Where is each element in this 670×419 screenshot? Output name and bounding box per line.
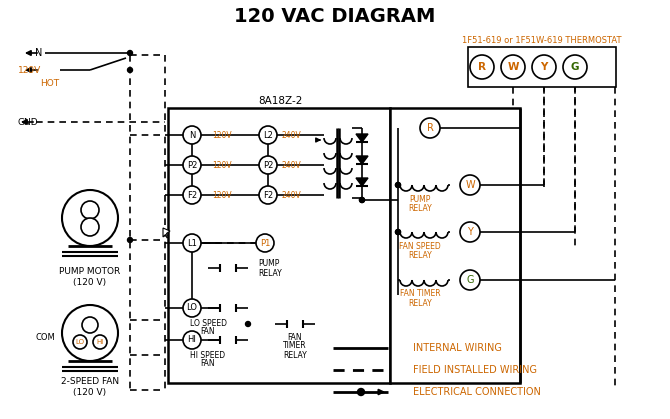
Circle shape: [62, 190, 118, 246]
Circle shape: [563, 55, 587, 79]
Circle shape: [420, 118, 440, 138]
Text: 240V: 240V: [281, 130, 301, 140]
Circle shape: [532, 55, 556, 79]
Text: INTERNAL WIRING: INTERNAL WIRING: [413, 343, 502, 353]
Text: W: W: [507, 62, 519, 72]
Text: P1: P1: [260, 238, 270, 248]
Circle shape: [358, 388, 364, 396]
Polygon shape: [163, 228, 170, 238]
Circle shape: [183, 299, 201, 317]
Text: RELAY: RELAY: [408, 251, 432, 259]
Circle shape: [259, 156, 277, 174]
Circle shape: [127, 238, 133, 243]
Text: N: N: [35, 48, 42, 58]
Circle shape: [93, 335, 107, 349]
Text: HI SPEED: HI SPEED: [190, 351, 226, 360]
Circle shape: [395, 183, 401, 187]
Text: HI: HI: [96, 339, 104, 345]
Circle shape: [82, 317, 98, 333]
Text: RELAY: RELAY: [283, 351, 307, 360]
Text: PUMP MOTOR: PUMP MOTOR: [60, 267, 121, 277]
Text: 2-SPEED FAN: 2-SPEED FAN: [61, 378, 119, 386]
Circle shape: [183, 234, 201, 252]
Circle shape: [183, 331, 201, 349]
Text: W: W: [465, 180, 475, 190]
Text: FAN TIMER: FAN TIMER: [400, 290, 440, 298]
Text: PUMP: PUMP: [258, 259, 279, 267]
Text: FAN: FAN: [201, 328, 215, 336]
Text: HI: HI: [188, 336, 196, 344]
Text: 240V: 240V: [281, 160, 301, 170]
Bar: [390, 108, 520, 383]
Text: FAN SPEED: FAN SPEED: [399, 241, 441, 251]
Circle shape: [501, 55, 525, 79]
Text: 120V: 120V: [212, 191, 232, 199]
Text: RELAY: RELAY: [408, 204, 432, 212]
Text: 1F51-619 or 1F51W-619 THERMOSTAT: 1F51-619 or 1F51W-619 THERMOSTAT: [462, 36, 622, 44]
Circle shape: [360, 197, 364, 202]
Circle shape: [183, 126, 201, 144]
Text: F2: F2: [187, 191, 197, 199]
Circle shape: [360, 197, 364, 202]
Circle shape: [183, 186, 201, 204]
Circle shape: [460, 270, 480, 290]
Text: 120 VAC DIAGRAM: 120 VAC DIAGRAM: [234, 7, 436, 26]
Circle shape: [127, 51, 133, 55]
Circle shape: [259, 126, 277, 144]
Text: L2: L2: [263, 130, 273, 140]
Polygon shape: [356, 156, 368, 164]
Polygon shape: [356, 134, 368, 142]
Text: LO SPEED: LO SPEED: [190, 318, 226, 328]
Text: TIMER: TIMER: [283, 341, 307, 351]
Text: R: R: [478, 62, 486, 72]
Polygon shape: [356, 178, 368, 186]
Text: PUMP: PUMP: [409, 194, 431, 204]
Text: 120V: 120V: [18, 65, 42, 75]
Text: P2: P2: [263, 160, 273, 170]
Circle shape: [127, 67, 133, 72]
Text: N: N: [189, 130, 195, 140]
Text: 240V: 240V: [281, 191, 301, 199]
Circle shape: [395, 230, 401, 235]
Text: R: R: [427, 123, 433, 133]
Text: FAN: FAN: [201, 360, 215, 368]
Circle shape: [81, 218, 99, 236]
Circle shape: [256, 234, 274, 252]
Text: G: G: [571, 62, 580, 72]
Text: Y: Y: [540, 62, 547, 72]
Text: FIELD INSTALLED WIRING: FIELD INSTALLED WIRING: [413, 365, 537, 375]
Text: L1: L1: [187, 238, 197, 248]
Text: Y: Y: [467, 227, 473, 237]
Circle shape: [395, 230, 401, 235]
Text: 120V: 120V: [212, 160, 232, 170]
Circle shape: [470, 55, 494, 79]
Text: HOT: HOT: [40, 78, 59, 88]
Circle shape: [62, 305, 118, 361]
Text: LO: LO: [186, 303, 198, 313]
Text: LO: LO: [76, 339, 84, 345]
Text: GND: GND: [18, 117, 39, 127]
Text: RELAY: RELAY: [258, 269, 282, 279]
Text: ELECTRICAL CONNECTION: ELECTRICAL CONNECTION: [413, 387, 541, 397]
Text: (120 V): (120 V): [74, 388, 107, 398]
Text: 120V: 120V: [212, 130, 232, 140]
Text: FAN: FAN: [287, 333, 302, 341]
Circle shape: [245, 321, 251, 326]
Circle shape: [183, 156, 201, 174]
Text: F2: F2: [263, 191, 273, 199]
Bar: [468, 47, 616, 87]
Circle shape: [460, 222, 480, 242]
Circle shape: [259, 186, 277, 204]
Circle shape: [460, 175, 480, 195]
Text: P2: P2: [187, 160, 197, 170]
Circle shape: [81, 201, 99, 219]
Text: RELAY: RELAY: [408, 298, 432, 308]
Bar: [168, 108, 390, 383]
Circle shape: [395, 183, 401, 187]
Text: COM: COM: [36, 334, 55, 342]
Circle shape: [73, 335, 87, 349]
Text: 8A18Z-2: 8A18Z-2: [258, 96, 302, 106]
Text: (120 V): (120 V): [74, 279, 107, 287]
Text: G: G: [466, 275, 474, 285]
